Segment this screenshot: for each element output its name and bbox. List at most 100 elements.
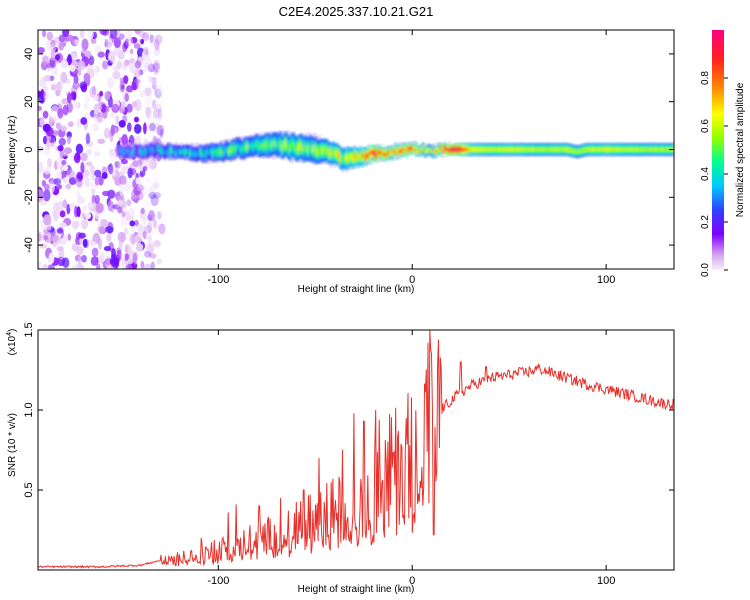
noise-blob <box>145 94 153 106</box>
ridge-core-cell <box>605 147 608 152</box>
ridge-core-cell <box>251 143 254 150</box>
ridge-core-cell <box>542 147 546 152</box>
colorbar-tick-label: 0.2 <box>700 215 711 229</box>
ridge-core-cell <box>158 149 161 154</box>
noise-blob <box>90 174 97 181</box>
ridge-core-cell <box>435 149 438 153</box>
noise-blob <box>135 135 142 144</box>
ridge-core-cell <box>189 149 193 154</box>
ridge-core-cell <box>282 143 285 151</box>
noise-blob <box>154 34 163 45</box>
ridge-core-cell <box>290 141 293 149</box>
noise-blob <box>62 177 68 183</box>
snr-scale-prefix: (x10 <box>7 335 18 355</box>
ridge-core-cell <box>135 149 138 153</box>
ridge-core-cell <box>145 148 148 152</box>
ridge-core-cell <box>548 147 551 152</box>
noise-blob <box>153 60 161 73</box>
ridge-core-cell <box>457 147 460 152</box>
noise-blob <box>38 261 42 269</box>
noise-blob <box>38 145 45 152</box>
noise-blob <box>66 135 71 145</box>
noise-blob <box>55 122 62 130</box>
ridge-core-cell <box>504 147 508 152</box>
ridge-core-cell <box>465 147 468 152</box>
ridge-core-cell <box>287 144 290 152</box>
ridge-core-cell <box>491 147 494 152</box>
ridge-core-cell <box>537 147 540 152</box>
noise-blob <box>124 252 130 261</box>
noise-blob <box>75 143 84 155</box>
ridge-core-cell <box>529 147 532 152</box>
ridge-core-cell <box>472 147 475 152</box>
ridge-core-cell <box>365 155 368 160</box>
noise-blob <box>62 104 69 116</box>
noise-blob <box>142 166 148 172</box>
ridge-core-cell <box>175 151 178 156</box>
ridge-core-cell <box>546 147 550 152</box>
ridge-core-cell <box>356 153 360 159</box>
noise-blob <box>71 39 76 46</box>
noise-blob <box>47 264 55 269</box>
noise-blob <box>48 252 55 264</box>
noise-blob <box>145 244 154 255</box>
noise-blob <box>111 257 120 268</box>
ridge-core-cell <box>582 148 585 153</box>
ridge-core-cell <box>639 147 642 152</box>
ridge-core-cell <box>454 147 457 152</box>
ridge-core-cell <box>656 147 660 152</box>
noise-blob <box>151 99 157 110</box>
noise-blob <box>91 188 96 195</box>
ridge-core-cell <box>408 148 411 152</box>
ridge-core-cell <box>541 147 544 152</box>
noise-blob <box>148 242 155 253</box>
ridge-core-cell <box>644 147 647 152</box>
colorbar-ticks: 0.0 0.2 0.4 0.6 0.8 <box>700 71 728 277</box>
noise-blob <box>50 49 56 59</box>
noise-blob <box>126 103 133 113</box>
ridge-core-cell <box>169 147 172 152</box>
ridge-core-cell <box>289 145 292 153</box>
noise-blob <box>105 256 111 268</box>
ridge-core-cell <box>329 149 332 157</box>
ridge-core-cell <box>236 143 239 150</box>
noise-blob <box>117 206 123 214</box>
ridge-core-cell <box>563 147 566 152</box>
ridge-core-cell <box>116 149 119 153</box>
noise-blob <box>152 182 160 189</box>
ridge-core-cell <box>149 147 152 152</box>
noise-blob <box>93 94 99 102</box>
ridge-core-cell <box>511 147 514 152</box>
ridge-core-cell <box>204 152 208 158</box>
ridge-core-cell <box>302 146 305 154</box>
ridge-core-cell <box>416 149 419 153</box>
x-tick-label: -100 <box>207 274 229 286</box>
ridge-core-cell <box>266 143 269 150</box>
noise-blob <box>154 88 162 99</box>
ridge-core-cell <box>324 147 327 154</box>
ridge-core-cell <box>423 150 426 154</box>
noise-blob <box>150 37 157 48</box>
ridge-core-cell <box>214 151 217 156</box>
ridge-core-cell <box>392 149 395 153</box>
ridge-core-cell <box>373 152 376 157</box>
ridge-core-cell <box>127 149 130 153</box>
ridge-core-cell <box>538 147 542 152</box>
ridge-core-cell <box>617 147 620 152</box>
ridge-core-cell <box>494 147 497 152</box>
noise-blob <box>96 117 104 123</box>
ridge-core-cell <box>378 149 381 154</box>
ridge-core-cell <box>513 147 516 152</box>
ridge-core-cell <box>514 147 517 152</box>
noise-blob <box>153 191 162 199</box>
noise-blob <box>147 234 152 241</box>
ridge-core-cell <box>291 140 294 148</box>
ridge-core-cell <box>261 142 265 149</box>
noise-blob <box>79 30 85 39</box>
ridge-core-cell <box>525 147 528 152</box>
ridge-core-cell <box>608 147 611 152</box>
noise-blob <box>145 111 151 118</box>
ridge-core-cell <box>618 147 622 152</box>
ridge-core-cell <box>466 147 470 152</box>
